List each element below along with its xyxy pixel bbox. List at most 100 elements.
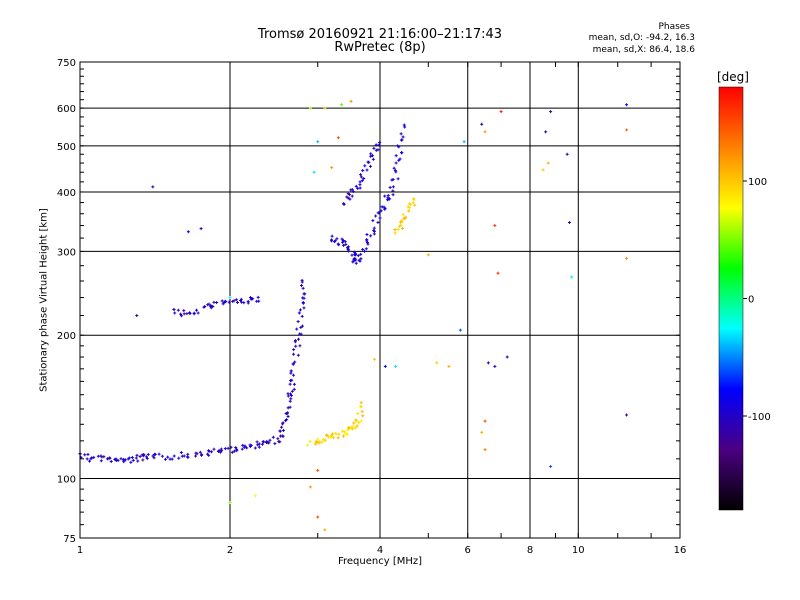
data-point <box>163 457 167 461</box>
data-point <box>195 452 199 456</box>
data-point <box>373 357 377 361</box>
phase-colorbar: 100 0 -100 <box>718 86 771 511</box>
data-point <box>407 209 411 213</box>
data-point <box>290 389 294 393</box>
data-point <box>336 136 340 140</box>
y-axis-ticks: 75 100 200 300 400 500 600 750 <box>57 58 680 545</box>
data-point <box>354 425 358 429</box>
data-point <box>289 394 293 398</box>
data-point <box>372 226 376 230</box>
data-point <box>240 447 244 451</box>
data-point <box>359 175 363 179</box>
data-point <box>396 227 400 231</box>
data-point <box>404 215 408 219</box>
data-point <box>625 103 629 107</box>
data-point <box>292 352 296 356</box>
data-point <box>136 459 140 463</box>
data-point <box>372 229 376 233</box>
data-point <box>371 154 375 158</box>
data-point <box>351 424 355 428</box>
phases-o-mode-stats: mean, sd,O: -94.2, 16.3 <box>588 33 695 43</box>
data-point <box>230 450 234 454</box>
data-point <box>284 411 288 415</box>
data-point <box>316 437 320 441</box>
data-point <box>280 425 284 429</box>
data-point <box>342 243 346 247</box>
data-point <box>146 452 150 456</box>
data-point <box>199 227 203 231</box>
data-point <box>83 453 87 457</box>
data-point <box>334 432 338 436</box>
data-point <box>341 239 345 243</box>
data-point <box>546 161 550 165</box>
data-point <box>127 456 131 460</box>
data-point <box>354 261 358 265</box>
data-point <box>374 214 378 218</box>
data-point <box>106 457 110 461</box>
data-point <box>186 452 190 456</box>
data-point <box>383 194 387 198</box>
phases-heading: Phases <box>658 22 690 32</box>
data-point <box>342 202 346 206</box>
data-point <box>246 301 250 305</box>
data-point <box>483 448 487 452</box>
data-point <box>321 438 325 442</box>
data-point <box>483 130 487 134</box>
data-point <box>308 485 312 489</box>
data-point <box>226 446 230 450</box>
data-point <box>353 256 357 260</box>
x-tick-label: 10 <box>572 545 585 556</box>
data-point <box>215 301 219 305</box>
data-point <box>372 146 376 150</box>
data-point <box>350 188 354 192</box>
data-point <box>369 234 373 238</box>
data-point <box>344 242 348 246</box>
data-point <box>394 154 398 158</box>
data-point <box>480 430 484 434</box>
data-point <box>323 528 327 532</box>
data-point <box>291 362 295 366</box>
data-point <box>376 220 380 224</box>
data-point <box>352 421 356 425</box>
data-point <box>350 194 354 198</box>
data-point <box>88 459 92 463</box>
data-point <box>365 241 369 245</box>
data-point <box>256 443 260 447</box>
data-point <box>207 302 211 306</box>
data-point <box>297 311 301 315</box>
data-point <box>401 226 405 230</box>
data-point <box>286 414 290 418</box>
data-point <box>374 148 378 152</box>
data-point <box>293 339 297 343</box>
data-point <box>186 230 190 234</box>
data-point <box>179 312 183 316</box>
data-point <box>203 305 207 309</box>
data-point <box>325 433 329 437</box>
data-point <box>260 442 264 446</box>
data-point <box>182 454 186 458</box>
data-point <box>359 419 363 423</box>
data-point <box>343 240 347 244</box>
data-point <box>408 202 412 206</box>
data-point <box>86 452 90 456</box>
data-point <box>173 311 177 315</box>
data-point <box>243 444 247 448</box>
data-point <box>369 154 373 158</box>
data-point <box>296 320 300 324</box>
data-point <box>359 257 363 261</box>
data-point <box>242 301 246 305</box>
data-point <box>355 419 359 423</box>
data-point <box>308 439 312 443</box>
data-point <box>386 194 390 198</box>
data-point <box>294 344 298 348</box>
data-point <box>170 457 174 461</box>
grid-lines <box>79 61 681 539</box>
data-point <box>408 206 412 210</box>
data-point <box>301 324 305 328</box>
data-point <box>109 459 113 463</box>
data-point <box>228 296 232 300</box>
data-point <box>399 132 403 136</box>
data-point <box>378 216 382 220</box>
data-point <box>462 140 466 144</box>
data-point <box>323 439 327 443</box>
